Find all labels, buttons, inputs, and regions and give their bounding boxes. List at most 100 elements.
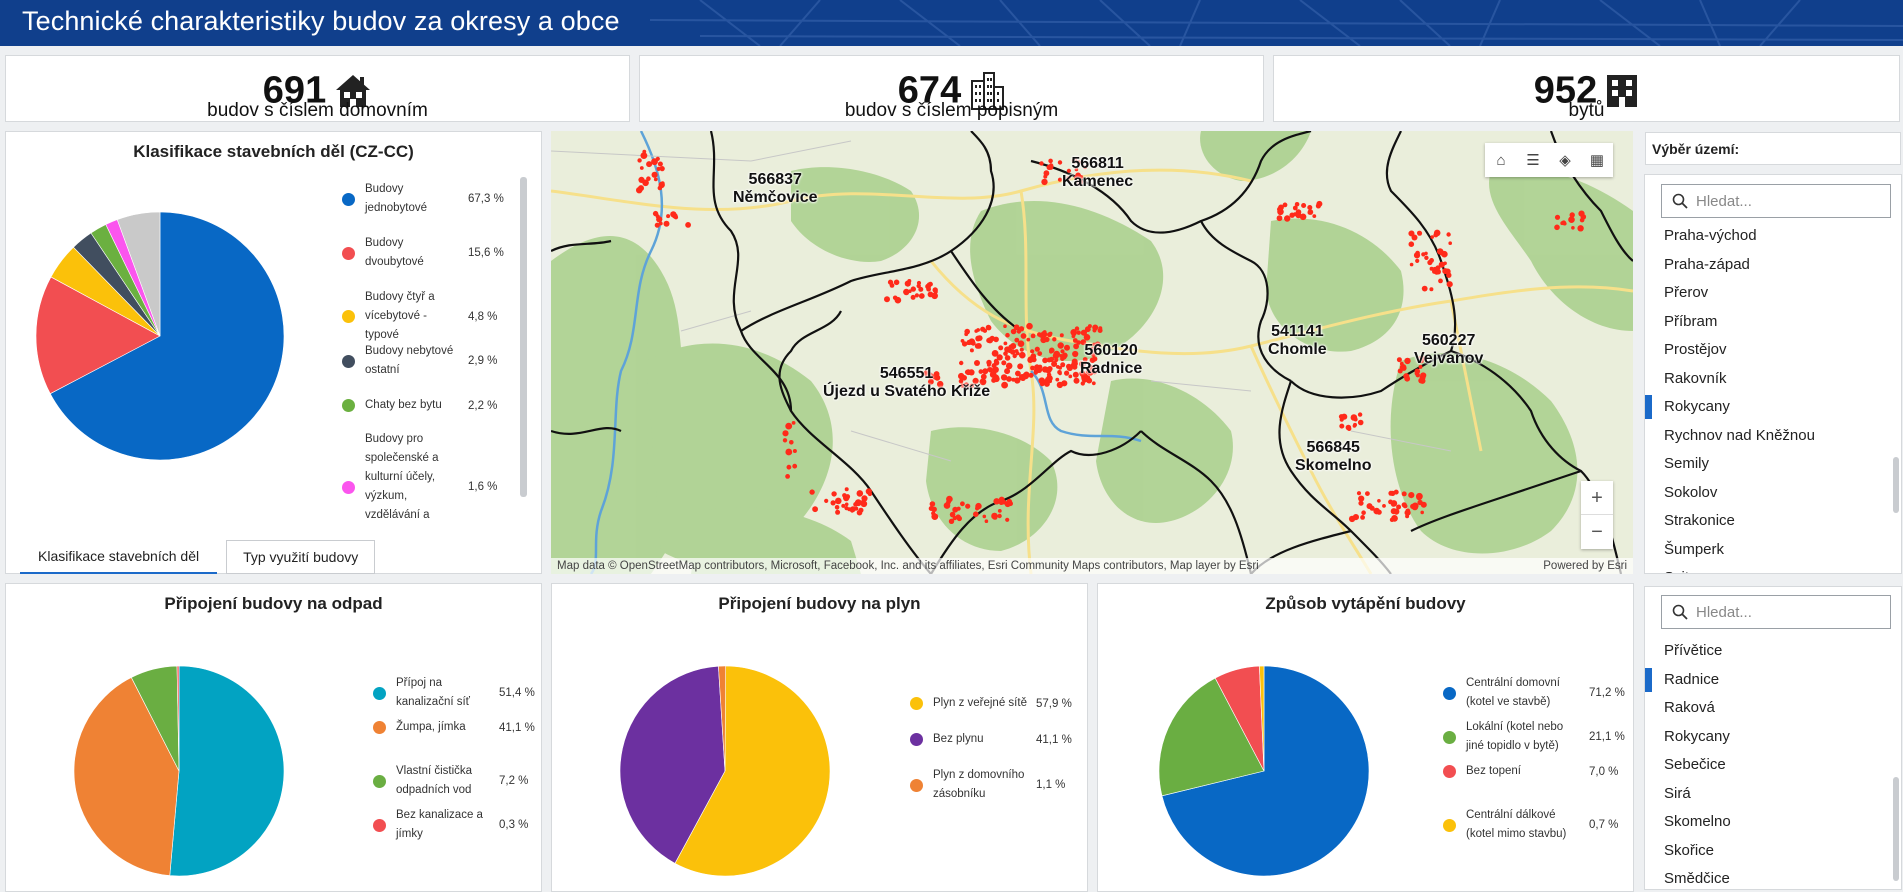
tab-classification[interactable]: Klasifikace stavebních děl — [20, 540, 218, 574]
legend-value: 1,6 % — [468, 481, 498, 493]
legend-value: 21,1 % — [1589, 731, 1625, 743]
legend-value: 67,3 % — [468, 193, 504, 205]
district-search-input[interactable]: Hledat... — [1661, 184, 1891, 218]
legend-item[interactable]: Budovy pro společenské a kulturní účely,… — [342, 430, 512, 520]
legend-value: 2,9 % — [468, 355, 498, 367]
legend-swatch — [910, 778, 923, 792]
zoom-out-button[interactable]: − — [1591, 521, 1603, 543]
pie-slice[interactable] — [620, 666, 726, 864]
kpi-value: 674 — [897, 69, 962, 112]
map-basemap[interactable] — [551, 131, 1633, 574]
municipality-list-item[interactable]: Skomelno — [1664, 813, 1731, 830]
pie-slice[interactable] — [1259, 666, 1265, 772]
district-scrollbar[interactable] — [1893, 457, 1899, 513]
sewage-pie-chart[interactable] — [74, 666, 286, 878]
map-label-nemcovice: 566837 Němčovice — [733, 171, 818, 206]
district-list-item[interactable]: Semily — [1664, 455, 1710, 472]
pie-slice[interactable] — [49, 212, 285, 461]
legend-item[interactable]: Bez kanalizace a jímky 0,3 % — [373, 806, 563, 844]
legend-item[interactable]: Budovy dvoubytové 15,6 % — [342, 234, 512, 272]
pie-slice[interactable] — [674, 666, 831, 877]
municipality-list-item[interactable]: Rokycany — [1664, 727, 1730, 745]
municipality-search-input[interactable]: Hledat... — [1661, 595, 1891, 629]
legend-item[interactable]: Budovy nebytové ostatní 2,9 % — [342, 342, 512, 380]
district-list-item[interactable]: Příbram — [1664, 312, 1718, 330]
municipality-list-item[interactable]: Sirá — [1664, 784, 1691, 802]
municipality-list-item[interactable]: Přívětice — [1664, 642, 1723, 659]
pie-slice[interactable] — [1161, 666, 1370, 877]
legend-label: Budovy jednobytové — [365, 183, 428, 214]
legend-scrollbar[interactable] — [520, 177, 527, 497]
legend-label: Budovy nebytové ostatní — [365, 345, 454, 376]
district-list-item[interactable]: Šumperk — [1664, 540, 1725, 558]
attribution-text: Map data © OpenStreetMap contributors, M… — [557, 560, 1259, 572]
district-list-item[interactable]: Rokycany — [1645, 393, 1895, 421]
legend-item[interactable]: Bez plynu 41,1 % — [910, 730, 1100, 749]
legend-label: Vlastní čistička odpadních vod — [396, 765, 473, 796]
legend-item[interactable]: Budovy čtyř a vícebytové - typové 4,8 % — [342, 288, 512, 345]
classification-pie-chart[interactable] — [36, 212, 316, 492]
legend-list-icon[interactable]: ☰ — [1526, 152, 1540, 169]
legend-swatch — [1443, 730, 1456, 744]
legend-item[interactable]: Chaty bez bytu 2,2 % — [342, 396, 512, 415]
legend-item[interactable]: Centrální domovní (kotel ve stavbě) 71,2 … — [1443, 674, 1633, 712]
legend-value: 51,4 % — [499, 687, 535, 699]
pie-slice[interactable] — [1159, 677, 1265, 797]
district-list-item[interactable]: Praha-východ — [1664, 227, 1757, 244]
legend-item[interactable]: Bez topení 7,0 % — [1443, 762, 1633, 781]
zoom-in-button[interactable]: + — [1581, 481, 1613, 515]
pie-slice[interactable] — [36, 276, 161, 395]
legend-item[interactable]: Lokální (kotel nebo jiné topidlo v bytě)… — [1443, 718, 1633, 756]
legend-item[interactable]: Vlastní čistička odpadních vod 7,2 % — [373, 762, 563, 800]
district-list-item[interactable]: Prostějov — [1664, 341, 1727, 358]
district-list-item[interactable]: Rakovník — [1664, 369, 1727, 387]
map-label-chomle: 541141 Chomle — [1268, 323, 1327, 358]
pie-slice[interactable] — [176, 666, 180, 772]
district-list: Hledat... Praha-východ Praha-západ Přerov P… — [1644, 174, 1902, 574]
layers-icon[interactable]: ◈ — [1559, 152, 1571, 169]
district-list-item[interactable]: Strakonice — [1664, 512, 1735, 529]
legend-label: Budovy čtyř a vícebytové - typové — [365, 291, 435, 341]
powered-by-link[interactable]: Powered by Esri — [1543, 560, 1627, 572]
legend-label: Plyn z domovního zásobníku — [933, 769, 1025, 800]
legend-item[interactable]: Plyn z veřejné sítě 57,9 % — [910, 694, 1100, 713]
legend-swatch — [342, 310, 355, 323]
tab-building-use[interactable]: Typ využití budovy — [226, 540, 376, 574]
sewage-panel: Připojení budovy na odpad Přípoj na kana… — [5, 583, 542, 892]
pie-slice[interactable] — [169, 666, 285, 877]
legend-item[interactable]: Žumpa, jímka 41,1 % — [373, 718, 563, 737]
legend-item[interactable]: Plyn z domovního zásobníku 1,1 % — [910, 766, 1100, 804]
page-title: Technické charakteristiky budov za okres… — [22, 6, 620, 36]
district-list-item[interactable]: Svitavy — [1645, 564, 1895, 573]
heating-pie-chart[interactable] — [1159, 666, 1371, 878]
kpi-value: 691 — [262, 69, 327, 112]
legend-swatch — [1443, 686, 1456, 700]
legend-item[interactable]: Centrální dálkové (kotel mimo stavbu) 0,7… — [1443, 806, 1633, 844]
legend-swatch — [342, 354, 355, 368]
pie-slice[interactable] — [718, 666, 726, 772]
kpi-card-house-numbers: 691 budov s číslem domovním — [5, 55, 630, 122]
municipality-scrollbar[interactable] — [1893, 777, 1899, 881]
municipality-list-item[interactable]: Sebečice — [1664, 756, 1726, 773]
municipality-list-item[interactable]: Smědčice — [1664, 870, 1730, 887]
pie-slice-other[interactable] — [116, 212, 161, 337]
legend-item[interactable]: Budovy jednobytové 67,3 % — [342, 180, 512, 218]
municipality-list-item[interactable]: Skořice — [1664, 841, 1715, 859]
map-view[interactable]: 566837 Němčovice 566811 Kamenec 546551 Újez… — [551, 131, 1633, 574]
district-list-item[interactable]: Praha-západ — [1664, 255, 1750, 273]
home-icon[interactable]: ⌂ — [1496, 151, 1506, 169]
district-list-item[interactable]: Přerov — [1664, 284, 1709, 301]
legend-swatch — [1443, 818, 1456, 832]
legend-value: 41,1 % — [499, 721, 535, 734]
house-icon — [336, 74, 371, 107]
district-list-item[interactable]: Rychnov nad Kněžnou — [1664, 426, 1815, 444]
gas-pie-chart[interactable] — [620, 666, 832, 878]
qr-code-icon[interactable]: ▦ — [1589, 152, 1605, 169]
municipality-list-item[interactable]: Radnice — [1645, 666, 1895, 694]
map-toolbar: ⌂ ☰ ◈ ▦ — [1485, 143, 1613, 177]
legend-item[interactable]: Přípoj na kanalizační síť 51,4 % — [373, 674, 563, 712]
pie-slice[interactable] — [74, 677, 180, 876]
municipality-list-item[interactable]: Raková — [1664, 699, 1715, 716]
buildings-icon — [971, 71, 1005, 110]
district-list-item[interactable]: Sokolov — [1664, 483, 1718, 501]
